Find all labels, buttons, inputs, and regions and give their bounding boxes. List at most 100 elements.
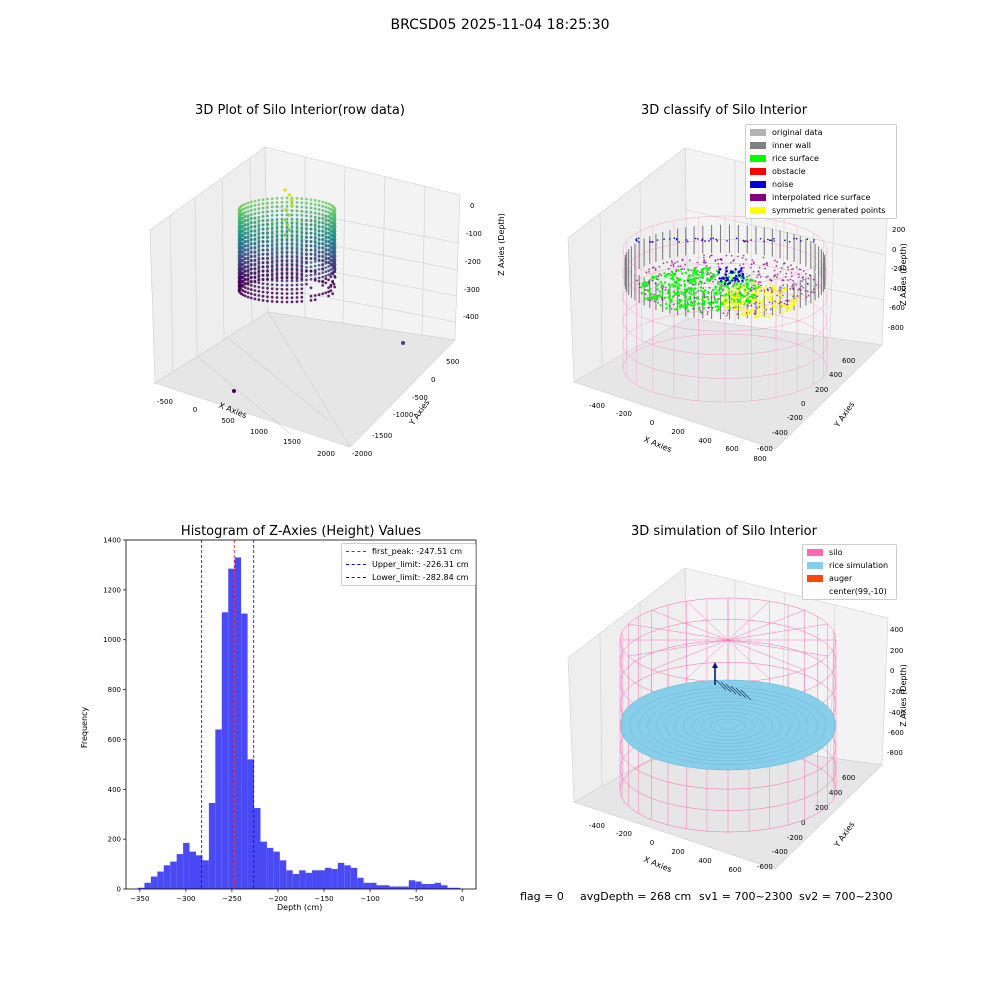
panel1-point [300, 201, 304, 205]
panel1-point [331, 280, 335, 284]
panel2-interp-point [698, 271, 701, 273]
panel2-xtick: 600 [725, 445, 738, 453]
panel2-interp-point [657, 283, 660, 286]
panel2-interp-point [708, 306, 711, 309]
panel1-point [309, 244, 313, 248]
panel2-interp-point [697, 283, 700, 286]
panel2-title: 3D classify of Silo Interior [640, 103, 808, 118]
panel1-ytick: -1500 [372, 432, 392, 440]
panel1-point [309, 257, 313, 260]
panel1-point [295, 260, 299, 263]
panel2-rice-point [704, 289, 707, 292]
panel2-rice-point [689, 297, 692, 301]
panel2-interp-point [806, 290, 809, 293]
panel2-interp-point [713, 296, 716, 299]
panel1-point [327, 290, 330, 294]
panel1-ytick: 500 [446, 358, 459, 366]
panel1-point [321, 221, 325, 225]
panel1-point [285, 288, 289, 291]
panel1-point [313, 294, 317, 297]
panel1-point [290, 230, 294, 234]
panel2-interp-point [657, 301, 660, 304]
panel1-point [253, 271, 257, 275]
panel1-point [324, 266, 328, 269]
panel2-interp-point [720, 259, 723, 261]
panel1-point [261, 274, 265, 277]
panel1-point [280, 238, 284, 242]
panel1-point [253, 279, 257, 283]
panel1-point [321, 238, 325, 242]
panel1-point [305, 201, 308, 205]
panel1-point [285, 247, 289, 250]
panel1-ytick: 0 [431, 376, 435, 384]
panel2-interp-point [813, 291, 815, 294]
panel1-point [295, 300, 299, 304]
panel1-point [333, 241, 337, 244]
panel1-point [321, 255, 325, 259]
panel1-point [241, 229, 245, 232]
panel1-point [317, 199, 321, 203]
panel1-point [257, 241, 261, 244]
panel1-point [246, 287, 250, 290]
panel1-point [246, 256, 250, 260]
panel4-ztick: -600 [888, 729, 904, 737]
panel1-point [295, 272, 299, 276]
panel1-point [249, 213, 253, 217]
panel1-point [324, 214, 328, 218]
panel1-point [321, 280, 325, 284]
panel4-zaxis-label: Z Axies (Depth) [898, 664, 908, 727]
panel1-point [270, 283, 274, 286]
panel1-ztick: -300 [464, 286, 480, 294]
figure-title: BRCSD05 2025-11-04 18:25:30 [390, 17, 610, 33]
panel2-interp-point [717, 263, 720, 265]
panel1-point [313, 232, 317, 236]
panel1-point [295, 251, 299, 255]
panel1-point [295, 234, 299, 238]
panel2-interp-point [763, 263, 766, 265]
panel2-interp-point [786, 266, 789, 268]
panel2-rice-point [687, 298, 690, 301]
panel1-point [289, 203, 294, 207]
panel2-interp-point [753, 302, 756, 305]
panel1-point [285, 276, 289, 280]
panel2-interp-point [690, 269, 693, 272]
panel1-point [253, 262, 257, 266]
panel2-rice-point [727, 287, 731, 290]
panel1-point [300, 251, 304, 255]
panel1-point [275, 222, 279, 225]
panel1-point [329, 275, 333, 279]
panel1-point [295, 226, 299, 230]
panel1-point [317, 224, 321, 228]
panel1-point [295, 268, 299, 272]
panel1-point [324, 260, 328, 264]
panel1-point [270, 287, 274, 291]
panel1-point [249, 221, 253, 225]
panel1-point [290, 287, 294, 291]
panel1-point [327, 253, 330, 256]
panel1-point [266, 286, 269, 290]
panel1-point [313, 215, 317, 219]
panel2-interp-point [702, 287, 705, 290]
panel2-interp-point [749, 266, 752, 269]
panel2-interp-point [757, 271, 760, 273]
panel2-interp-point [795, 266, 798, 269]
panel1-point [305, 206, 308, 209]
panel2-interp-point [647, 299, 650, 301]
panel1-point [246, 226, 250, 230]
panel2-interp-point [757, 274, 759, 276]
panel2-interp-point [804, 290, 807, 292]
panel1-point [313, 245, 317, 249]
panel2-interp-point [662, 262, 665, 265]
panel1-point [309, 206, 313, 210]
panel2-interp-point [717, 266, 720, 268]
panel1-point [246, 201, 250, 205]
panel2-interp-point [798, 287, 801, 290]
panel1-point [289, 198, 294, 202]
panel1-point [333, 270, 337, 274]
panel1-point [266, 231, 269, 235]
panel1-point [261, 248, 265, 252]
panel1-point [270, 243, 274, 247]
panel2-interp-point [802, 278, 805, 281]
panel1-point [290, 264, 294, 267]
panel2-rice-point [742, 295, 745, 299]
